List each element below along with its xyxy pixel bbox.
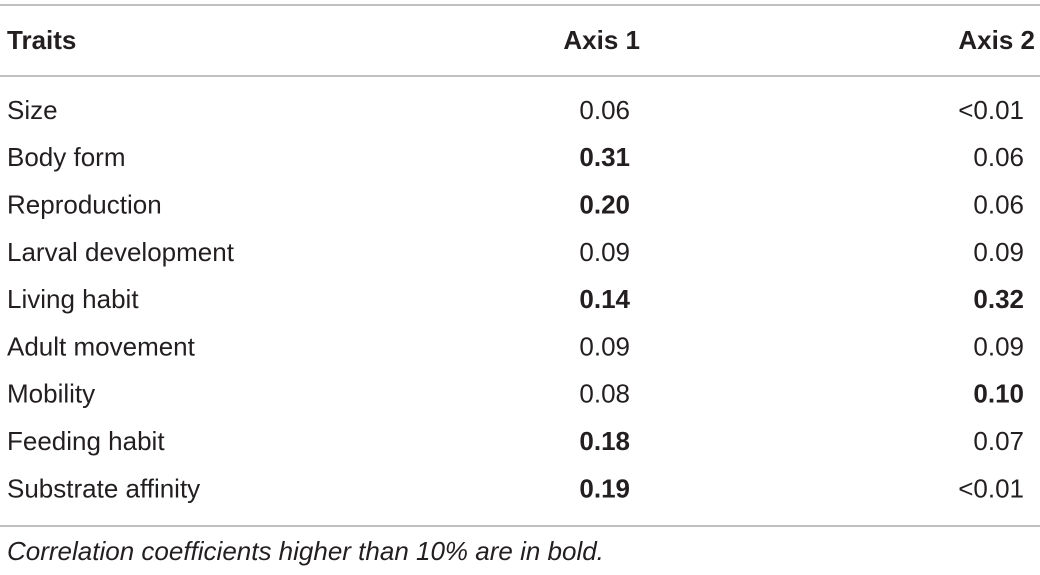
row-label: Reproduction [7, 189, 162, 219]
cell-value: 0.20 [579, 189, 630, 219]
cell-value: 0.09 [579, 331, 630, 361]
header-cell: Axis 2 [958, 25, 1035, 55]
cell-value: 0.09 [973, 331, 1024, 361]
row-label: Feeding habit [7, 426, 165, 456]
cell-value: <0.01 [958, 95, 1024, 125]
cell-value: 0.08 [579, 379, 630, 409]
cell-value: 0.10 [973, 379, 1024, 409]
cell-value: 0.06 [579, 95, 630, 125]
cell-value: 0.19 [579, 473, 630, 503]
row-label: Mobility [7, 379, 95, 409]
row-label: Living habit [7, 284, 139, 314]
cell-value: 0.07 [973, 426, 1024, 456]
cell-value: 0.31 [579, 142, 630, 172]
row-label: Substrate affinity [7, 473, 200, 503]
row-label: Adult movement [7, 331, 196, 361]
footnote: Correlation coefficients higher than 10%… [7, 536, 604, 566]
cell-value: 0.09 [579, 237, 630, 267]
cell-value: 0.09 [973, 237, 1024, 267]
cell-value: 0.14 [579, 284, 630, 314]
cell-value: 0.32 [973, 284, 1024, 314]
row-label: Size [7, 95, 58, 125]
cell-value: 0.06 [973, 142, 1024, 172]
row-label: Body form [7, 142, 126, 172]
header-cell: Axis 1 [563, 25, 640, 55]
cell-value: 0.18 [579, 426, 630, 456]
cell-value: 0.06 [973, 189, 1024, 219]
row-label: Larval development [7, 237, 235, 267]
header-cell: Traits [7, 25, 76, 55]
cell-value: <0.01 [958, 473, 1024, 503]
